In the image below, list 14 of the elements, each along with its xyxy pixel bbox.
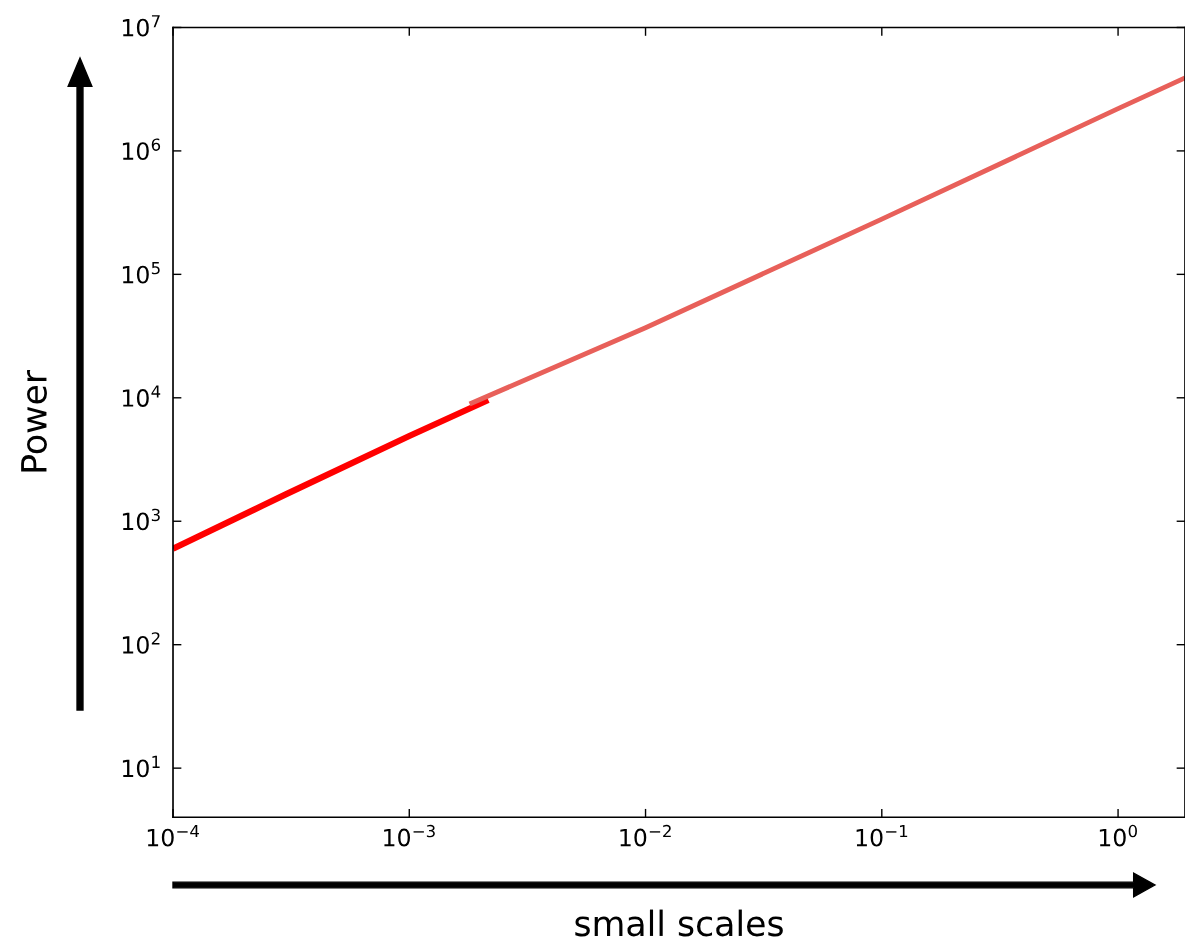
y-tick-label: 10$^{3}$ — [122, 508, 160, 531]
y-tick-label: 10$^{4}$ — [122, 385, 161, 407]
y-axis-title: Power — [21, 369, 47, 472]
y-tick-label: 10$^{5}$ — [122, 262, 160, 284]
x-axis-title: small scales — [575, 909, 783, 937]
x-tick-label: 10$^{−2}$ — [620, 824, 671, 847]
y-tick-label: 10$^{6}$ — [122, 138, 161, 161]
x-tick-label: 10$^{−3}$ — [384, 824, 435, 847]
y-tick-label: 10$^{2}$ — [122, 632, 160, 654]
x-tick-label: 10$^{0}$ — [1099, 824, 1137, 847]
y-tick-label: 10$^{1}$ — [122, 755, 160, 778]
x-tick-label: 10$^{−4}$ — [147, 825, 199, 847]
x-tick-label: 10$^{−1}$ — [856, 825, 908, 847]
y-tick-label: 10$^{7}$ — [122, 15, 160, 37]
